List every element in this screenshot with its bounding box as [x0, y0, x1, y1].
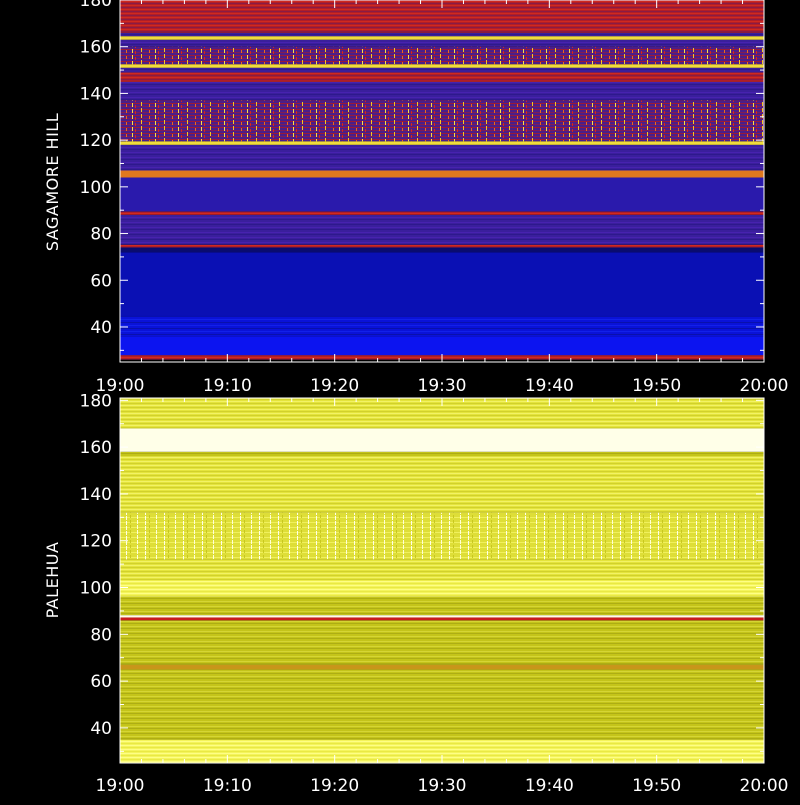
sagamore-hill-y-tick-label: 100 [80, 178, 112, 198]
palehua-y-tick-label: 180 [80, 391, 112, 411]
palehua-y-tick-label: 160 [80, 438, 112, 458]
sagamore-hill-band-red [120, 72, 764, 82]
palehua-x-tick-label: 19:20 [310, 776, 359, 796]
sagamore-hill-x-tick-label: 19:50 [632, 376, 681, 396]
palehua-band-orange [120, 664, 764, 670]
palehua-x-tick-label: 20:00 [740, 776, 789, 796]
sagamore-hill-y-tick-label: 40 [90, 318, 112, 338]
palehua-band-yellow [120, 456, 764, 513]
palehua-y-tick-label: 120 [80, 532, 112, 552]
sagamore-hill-band-mottled [120, 46, 764, 65]
palehua-axis-title: PALEHUA [43, 542, 62, 619]
palehua-x-tick-label: 19:50 [632, 776, 681, 796]
sagamore-hill-band-yellow [120, 64, 764, 68]
palehua-band-bright [120, 739, 764, 763]
sagamore-hill-band-navy [120, 247, 764, 253]
sagamore-hill-band-purple [120, 214, 764, 245]
palehua-y-axis: 40 60 80 100 120 140 160 180 [80, 391, 764, 752]
sagamore-hill-band-purple [120, 81, 764, 101]
palehua-spectrum [120, 398, 764, 763]
sagamore-hill-band-yellow [120, 141, 764, 145]
sagamore-hill-y-tick-label: 160 [80, 38, 112, 58]
palehua-y-tick-label: 40 [90, 719, 112, 739]
sagamore-hill-band-orange [120, 170, 764, 178]
sagamore-hill-band-red [120, 211, 764, 215]
palehua-band-olive [120, 669, 764, 740]
palehua-y-tick-label: 80 [90, 625, 112, 645]
palehua-band-white [120, 615, 764, 618]
sagamore-hill-band-purple [120, 32, 764, 37]
sagamore-hill-band-purple [120, 67, 764, 73]
sagamore-hill-y-tick-label: 140 [80, 84, 112, 104]
sagamore-hill-band-red [120, 244, 764, 248]
palehua-band-olive [120, 620, 764, 665]
sagamore-hill-x-axis: 19:00 19:10 19:20 19:30 19:40 19:50 20:00 [96, 0, 789, 396]
sagamore-hill-band-blue [120, 315, 764, 337]
palehua-band-white [120, 428, 764, 452]
palehua-x-axis: 19:00 19:10 19:20 19:30 19:40 19:50 20:00 [96, 398, 789, 796]
sagamore-hill-y-tick-label: 60 [90, 271, 112, 291]
palehua-band-bright [120, 580, 764, 597]
palehua-x-tick-label: 19:00 [96, 776, 145, 796]
sagamore-hill-y-tick-label: 180 [80, 0, 112, 11]
sagamore-hill-x-tick-label: 19:20 [310, 376, 359, 396]
sagamore-hill-y-tick-label: 80 [90, 225, 112, 245]
sagamore-hill-x-tick-label: 19:10 [203, 376, 252, 396]
sagamore-hill-band-blue-dark [120, 252, 764, 316]
palehua-y-tick-label: 100 [80, 579, 112, 599]
palehua-y-tick-label: 60 [90, 672, 112, 692]
palehua-band-mottled [120, 512, 764, 560]
palehua-y-tick-label: 140 [80, 485, 112, 505]
sagamore-hill-band-purple [120, 144, 764, 171]
sagamore-hill-x-tick-label: 19:00 [96, 376, 145, 396]
sagamore-hill-band-purple [120, 39, 764, 47]
palehua-band-olive [120, 451, 764, 457]
sagamore-hill-y-tick-label: 120 [80, 131, 112, 151]
sagamore-hill-axis-title: SAGAMORE HILL [43, 113, 62, 251]
sagamore-hill-band-purple-blue [120, 177, 764, 212]
palehua-x-tick-label: 19:10 [203, 776, 252, 796]
sagamore-hill-x-tick-label: 19:40 [525, 376, 574, 396]
palehua-band-red [120, 617, 764, 621]
sagamore-hill-band-yellow [120, 36, 764, 40]
sagamore-hill-band-mottled [120, 100, 764, 142]
sagamore-hill-spectrum [120, 0, 764, 360]
palehua-band-yellow [120, 559, 764, 581]
palehua-x-tick-label: 19:30 [418, 776, 467, 796]
sagamore-hill-x-tick-label: 19:30 [418, 376, 467, 396]
palehua-band-olive [120, 596, 764, 616]
sagamore-hill-x-tick-label: 20:00 [740, 376, 789, 396]
sagamore-hill-band-blue-deep [120, 336, 764, 355]
palehua-x-tick-label: 19:40 [525, 776, 574, 796]
sagamore-hill-y-axis: 40 60 80 100 120 140 160 180 [80, 0, 764, 351]
